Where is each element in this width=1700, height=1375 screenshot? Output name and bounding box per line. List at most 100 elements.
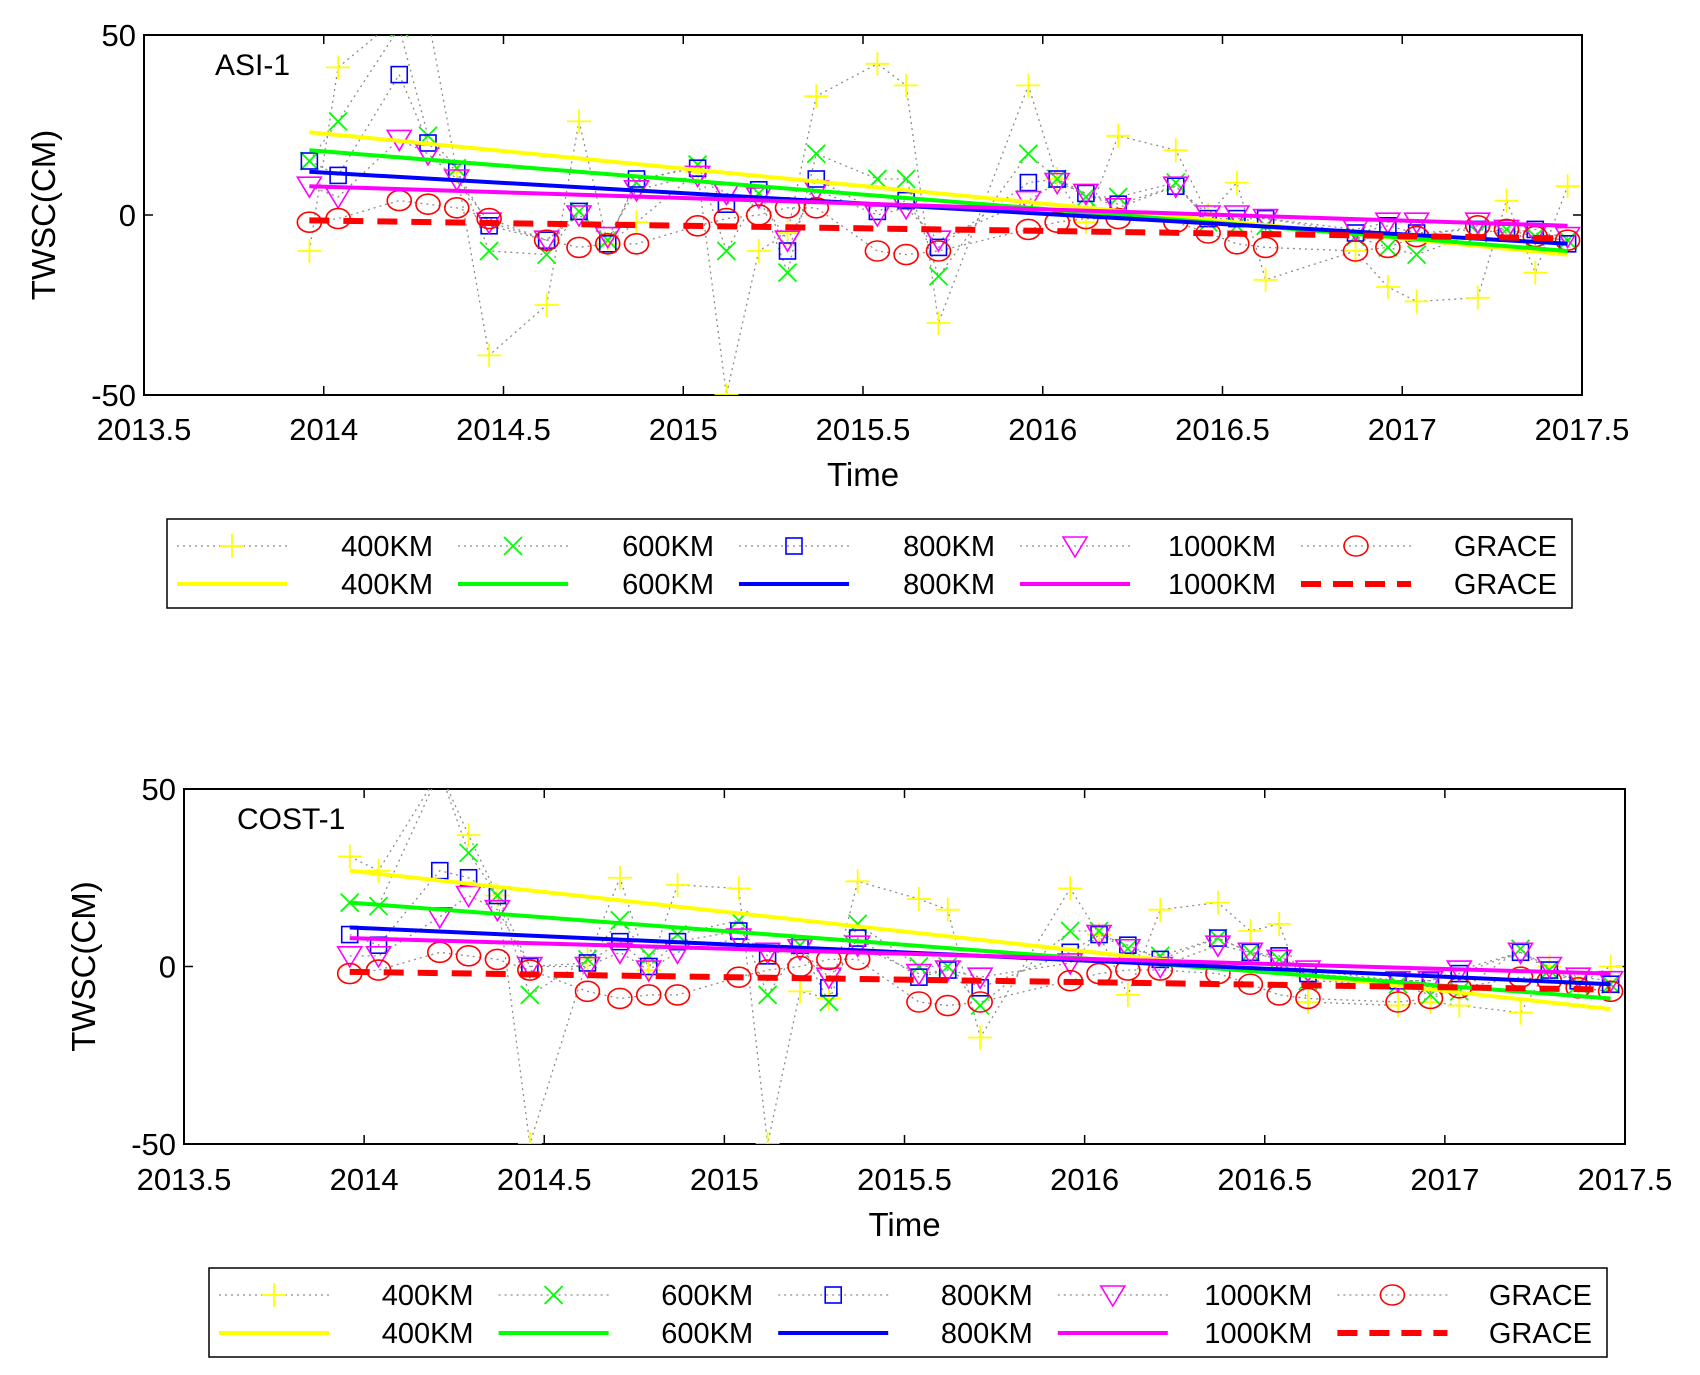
data-point xyxy=(938,961,957,979)
legend-label: 800KM xyxy=(903,531,995,563)
x-tick-label: 2015.5 xyxy=(816,412,911,447)
data-point xyxy=(1564,967,1592,990)
data-point xyxy=(537,231,556,249)
data-point xyxy=(1511,943,1530,962)
data-point xyxy=(844,935,872,958)
data-point xyxy=(803,197,830,219)
y-tick-label: -50 xyxy=(91,378,136,413)
data-point xyxy=(893,243,919,266)
legend-marker-600KM xyxy=(543,1285,564,1305)
series-markers-GRACE xyxy=(296,189,1581,266)
data-point xyxy=(520,985,540,1005)
data-point xyxy=(725,928,753,951)
data-point xyxy=(804,84,829,109)
x-tick-label: 2017.5 xyxy=(1578,1162,1673,1197)
data-point xyxy=(928,266,949,286)
series-line-600KM xyxy=(349,789,1611,1007)
legend-marker-GRACE xyxy=(1343,535,1369,557)
data-point xyxy=(909,956,929,977)
data-point xyxy=(1597,980,1624,1003)
data-point xyxy=(754,942,782,965)
data-point xyxy=(716,241,737,261)
y-tick-label: 0 xyxy=(119,198,136,233)
data-point xyxy=(935,897,960,922)
data-point xyxy=(1510,939,1531,959)
data-point xyxy=(337,844,362,869)
data-point xyxy=(905,963,933,987)
data-point xyxy=(896,169,916,189)
data-point xyxy=(366,858,391,883)
data-point xyxy=(607,865,632,890)
data-point xyxy=(598,230,618,250)
data-point xyxy=(1090,925,1108,944)
data-point xyxy=(387,5,411,29)
data-point xyxy=(1523,260,1548,285)
data-point xyxy=(1224,233,1250,255)
data-point xyxy=(299,151,320,171)
data-point xyxy=(929,238,948,257)
data-point xyxy=(1378,237,1398,258)
data-point xyxy=(1224,170,1249,195)
data-point xyxy=(1555,174,1580,199)
chart-panel-1: 2013.5 2014 2014.5 2015 2015.5 2016 2016.5 2017… xyxy=(25,5,1629,493)
data-point xyxy=(534,293,559,317)
data-point xyxy=(746,239,771,263)
data-point xyxy=(1598,954,1623,979)
legend-marker-1000KM xyxy=(1061,536,1089,559)
legend-label: 800KM xyxy=(941,1318,1033,1350)
data-point xyxy=(517,1132,542,1144)
data-point xyxy=(455,945,482,967)
data-point xyxy=(1209,929,1227,947)
data-point xyxy=(1508,1000,1533,1025)
data-point xyxy=(1252,208,1280,232)
data-point xyxy=(458,843,479,863)
data-point xyxy=(967,991,993,1013)
legend-label: 600KM xyxy=(661,1318,753,1350)
data-point xyxy=(569,201,589,222)
x-tick-label: 2015.5 xyxy=(857,1162,952,1197)
data-point xyxy=(1267,911,1292,936)
data-point xyxy=(565,205,593,228)
data-point xyxy=(777,262,798,283)
data-point xyxy=(906,991,932,1013)
data-point xyxy=(1056,953,1084,976)
legend-label: GRACE xyxy=(1454,569,1557,601)
data-point xyxy=(1238,919,1263,943)
legend-marker-800KM xyxy=(824,1286,843,1304)
data-point xyxy=(336,946,364,969)
data-point xyxy=(926,311,951,335)
legend-marker-800KM xyxy=(785,537,803,555)
data-point xyxy=(477,343,502,368)
data-point xyxy=(774,230,801,253)
legend-label: GRACE xyxy=(1489,1280,1592,1312)
data-point xyxy=(297,239,322,263)
data-point xyxy=(1076,187,1096,207)
data-point xyxy=(938,956,958,977)
data-point xyxy=(757,985,778,1005)
data-point xyxy=(328,111,348,132)
data-point xyxy=(426,941,453,964)
data-point xyxy=(1077,184,1095,203)
x-tick-label: 2016.5 xyxy=(1175,412,1270,447)
y-tick-label: 50 xyxy=(142,772,176,807)
data-point xyxy=(1417,970,1444,994)
data-point xyxy=(431,762,449,780)
data-point xyxy=(1252,236,1279,259)
data-point xyxy=(1557,230,1578,250)
legend-label: GRACE xyxy=(1454,531,1557,563)
fit-line-1000KM xyxy=(349,936,1611,976)
data-point xyxy=(1106,123,1131,148)
chart-title: COST-1 xyxy=(237,803,345,836)
x-tick-label: 2014.5 xyxy=(497,1162,592,1197)
legend-marker-GRACE xyxy=(1379,1284,1406,1306)
data-point xyxy=(1343,239,1368,263)
data-point xyxy=(456,823,481,848)
data-point xyxy=(1058,876,1083,901)
data-point xyxy=(516,956,544,980)
data-point xyxy=(1494,188,1519,213)
legend-1: 400KM 600KM 800KM 1000KM GRACE 400KM 600KM 800K… xyxy=(166,518,1573,609)
y-axis-label: TWSC(CM) xyxy=(65,881,102,1051)
legend-label: 1000KM xyxy=(1168,569,1276,601)
data-point xyxy=(1386,993,1411,1018)
series-markers-600KM xyxy=(299,35,1578,286)
